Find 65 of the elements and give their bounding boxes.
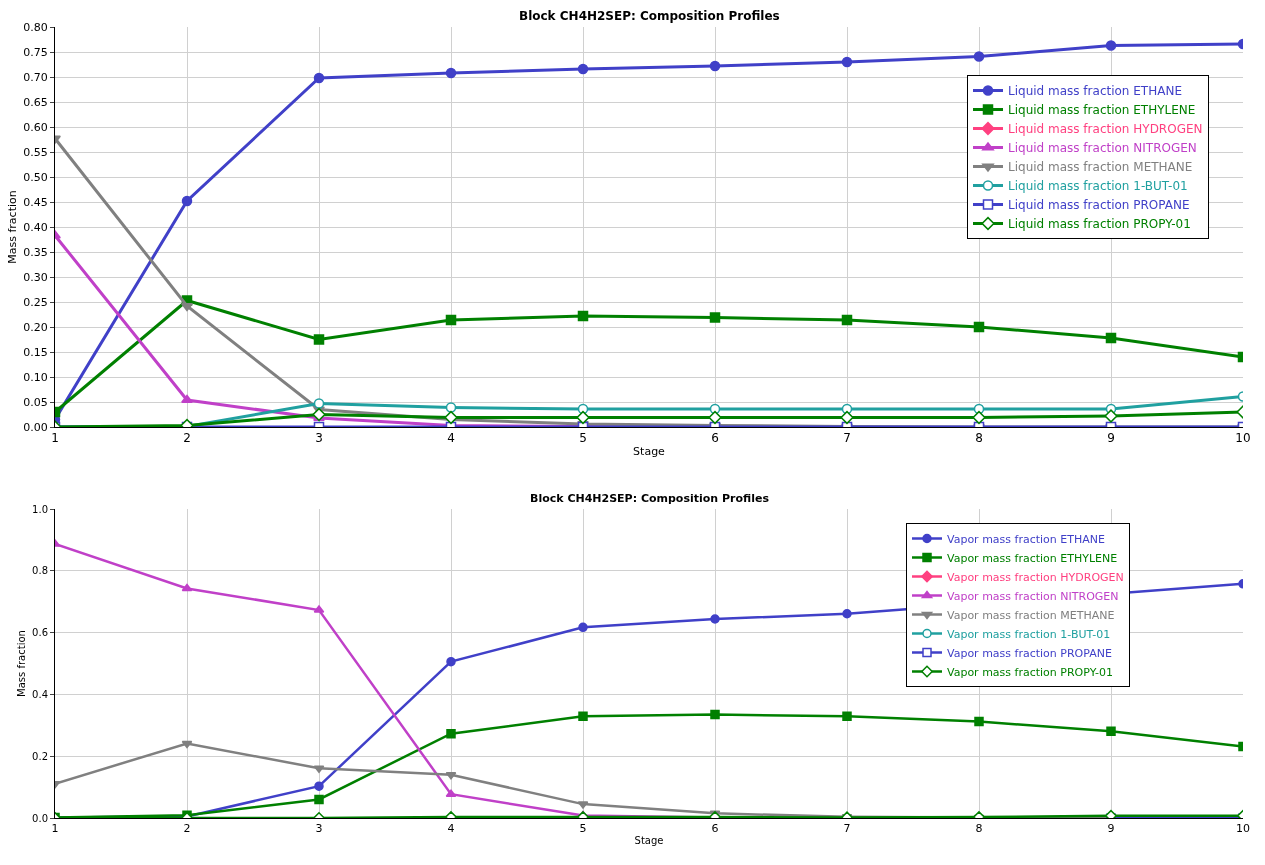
chart-title: Block CH4H2SEP: Composition Profiles bbox=[530, 492, 770, 505]
y-tick-label: 0.05 bbox=[23, 395, 48, 409]
y-tick-label: 0.0 bbox=[32, 812, 48, 824]
x-tick-label: 9 bbox=[1107, 431, 1115, 446]
x-tick-label: 3 bbox=[315, 431, 323, 446]
legend-label: Liquid mass fraction PROPY-01 bbox=[1008, 217, 1191, 232]
legend-label: Liquid mass fraction 1-BUT-01 bbox=[1008, 179, 1188, 194]
x-tick-label: 7 bbox=[843, 431, 851, 446]
y-tick-label: 0.30 bbox=[23, 270, 48, 284]
x-tick-label: 6 bbox=[711, 431, 719, 446]
x-tick-label: 1 bbox=[51, 822, 59, 836]
legend-label: Vapor mass fraction NITROGEN bbox=[947, 589, 1119, 603]
x-tick-label: 10 bbox=[1236, 822, 1250, 836]
legend-label: Liquid mass fraction ETHYLENE bbox=[1008, 103, 1196, 118]
y-tick-label: 0.4 bbox=[32, 688, 48, 700]
y-tick-label: 0.60 bbox=[23, 120, 48, 134]
y-tick-label: 0.40 bbox=[23, 220, 48, 234]
x-tick-label: 1 bbox=[51, 431, 59, 446]
y-axis-title: Mass fraction bbox=[16, 630, 28, 697]
y-tick-label: 0.15 bbox=[23, 345, 48, 359]
legend-label: Vapor mass fraction ETHANE bbox=[947, 532, 1105, 546]
x-tick-label: 6 bbox=[711, 822, 719, 836]
x-tick-label: 8 bbox=[975, 822, 983, 836]
y-tick-label: 0.50 bbox=[23, 170, 48, 184]
x-tick-label: 2 bbox=[183, 822, 191, 836]
x-axis-title: Stage bbox=[634, 834, 664, 846]
y-tick-label: 0.10 bbox=[23, 370, 48, 384]
x-axis-title: Stage bbox=[633, 444, 666, 458]
y-tick-label: 0.65 bbox=[23, 95, 48, 109]
x-tick-label: 4 bbox=[447, 431, 455, 446]
x-tick-label: 5 bbox=[579, 822, 587, 836]
y-axis-title: Mass fraction bbox=[5, 190, 19, 264]
y-tick-label: 0.25 bbox=[23, 295, 48, 309]
legend-label: Liquid mass fraction METHANE bbox=[1008, 160, 1193, 175]
y-tick-label: 0.45 bbox=[23, 195, 48, 209]
x-tick-label: 4 bbox=[447, 822, 455, 836]
chart-title: Block CH4H2SEP: Composition Profiles bbox=[519, 9, 780, 23]
x-tick-label: 7 bbox=[843, 822, 851, 836]
legend-label: Vapor mass fraction HYDROGEN bbox=[947, 570, 1124, 584]
legend-label: Liquid mass fraction ETHANE bbox=[1008, 84, 1182, 99]
y-tick-label: 0.80 bbox=[23, 20, 48, 34]
legend-label: Vapor mass fraction PROPANE bbox=[947, 646, 1112, 660]
x-tick-label: 10 bbox=[1235, 431, 1251, 446]
y-tick-label: 0.6 bbox=[32, 627, 48, 639]
y-tick-label: 0.20 bbox=[23, 320, 48, 334]
x-tick-label: 3 bbox=[315, 822, 323, 836]
legend-label: Liquid mass fraction PROPANE bbox=[1008, 198, 1190, 213]
y-tick-label: 0.75 bbox=[23, 45, 48, 59]
x-tick-label: 8 bbox=[975, 431, 983, 446]
y-tick-label: 0.8 bbox=[32, 565, 48, 577]
y-tick-label: 0.55 bbox=[23, 145, 48, 159]
legend-label: Liquid mass fraction HYDROGEN bbox=[1008, 122, 1203, 137]
y-tick-label: 0.00 bbox=[23, 420, 48, 434]
legend-label: Vapor mass fraction METHANE bbox=[947, 608, 1115, 622]
y-tick-label: 0.35 bbox=[23, 245, 48, 259]
y-tick-label: 0.70 bbox=[23, 70, 48, 84]
legend-label: Vapor mass fraction PROPY-01 bbox=[947, 665, 1114, 679]
y-tick-label: 0.2 bbox=[32, 750, 48, 762]
legend-label: Liquid mass fraction NITROGEN bbox=[1008, 141, 1197, 156]
x-tick-label: 2 bbox=[183, 431, 191, 446]
x-tick-label: 9 bbox=[1107, 822, 1115, 836]
legend-label: Vapor mass fraction ETHYLENE bbox=[947, 551, 1118, 565]
y-tick-label: 1.0 bbox=[32, 503, 48, 515]
legend-label: Vapor mass fraction 1-BUT-01 bbox=[947, 627, 1111, 641]
x-tick-label: 5 bbox=[579, 431, 587, 446]
